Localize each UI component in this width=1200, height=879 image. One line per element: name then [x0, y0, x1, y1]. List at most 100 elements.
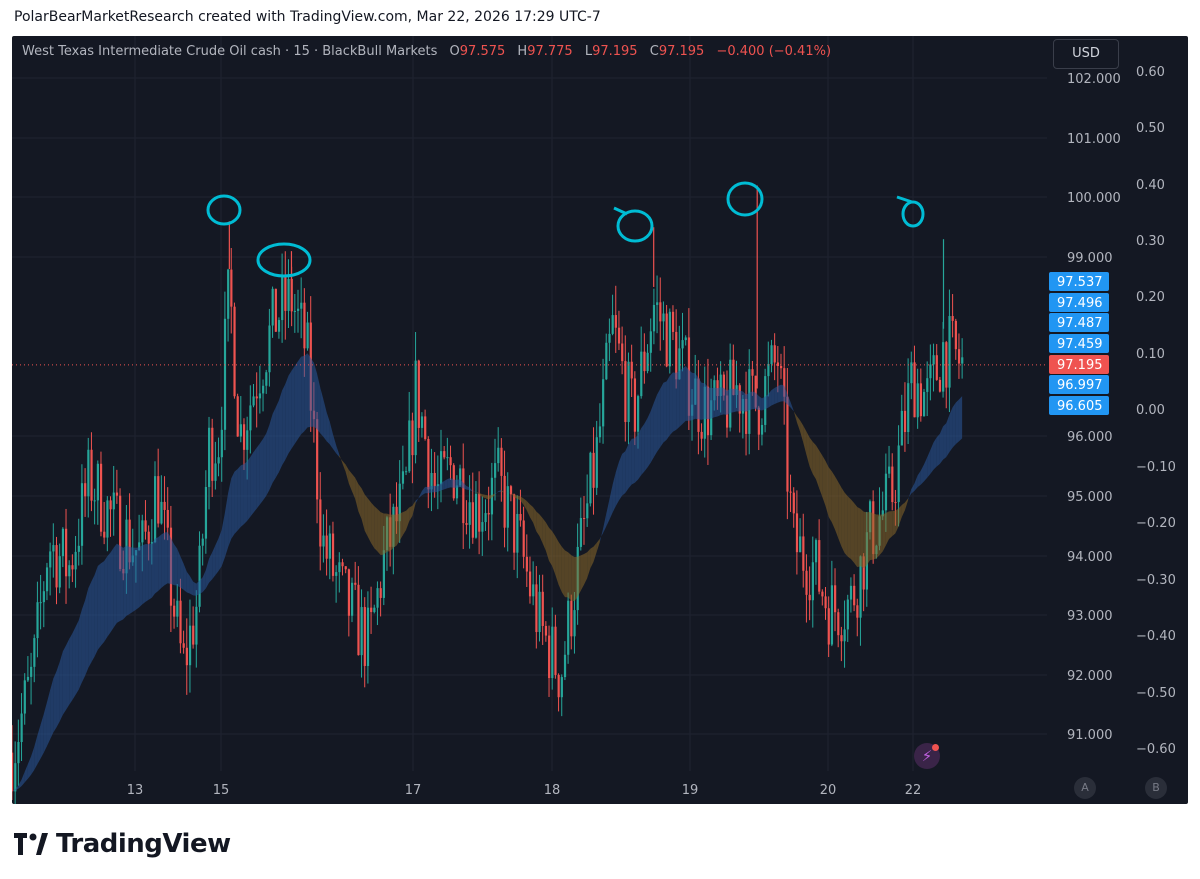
ma-ribbon-segment [936, 433, 940, 467]
ma-ribbon-segment [777, 384, 782, 403]
candle-body [354, 582, 357, 585]
candle-body [487, 513, 490, 515]
tradingview-logo: TradingView [14, 826, 231, 862]
candle-body [344, 566, 347, 570]
candle-body [74, 551, 77, 570]
candle-body [39, 602, 42, 604]
candle-body [147, 531, 150, 544]
ma-ribbon-segment [100, 561, 105, 646]
ma-ribbon-segment [123, 545, 127, 620]
ma-ribbon-segment [866, 511, 870, 566]
ma-ribbon-segment [18, 779, 22, 789]
tradingview-logo-icon [14, 833, 48, 855]
ma-ribbon-segment [504, 492, 508, 494]
chart-panel[interactable]: 102.000 101.000 100.000 99.000 96.000 95.000 9… [12, 36, 1188, 804]
candle-body [630, 361, 633, 379]
ma-ribbon-segment [800, 420, 804, 443]
candle-body [357, 584, 360, 656]
footer: TradingView [0, 804, 1200, 879]
ma-ribbon-segment [885, 511, 890, 546]
alert-lightning-icon[interactable]: ⚡ [914, 743, 940, 769]
ma-ribbon-segment [939, 426, 944, 464]
candle-body [23, 680, 26, 714]
ma-ribbon-segment [139, 545, 143, 608]
ma-ribbon-segment [809, 437, 813, 475]
price-chart[interactable]: 102.000 101.000 100.000 99.000 96.000 95.000 9… [12, 36, 1188, 804]
ma-ribbon-segment [520, 496, 524, 505]
ma-ribbon-segment [873, 513, 877, 560]
candle-body [614, 315, 617, 328]
symbol-name: West Texas Intermediate Crude Oil cash ·… [22, 44, 438, 59]
ma-ribbon-segment [425, 486, 429, 494]
candle-body [942, 342, 945, 392]
candle-body [195, 606, 198, 645]
candle-body [160, 501, 163, 524]
candle-body [700, 431, 703, 439]
b-scale-button[interactable]: B [1145, 777, 1167, 799]
ma-ribbon-segment [920, 464, 924, 485]
candle-body [586, 503, 589, 519]
candle-body [201, 538, 204, 546]
candle-body [45, 567, 49, 592]
ma-ribbon-segment [682, 365, 686, 424]
ma-ribbon-segment [367, 498, 372, 543]
candle-body [646, 352, 649, 372]
candle-body [503, 475, 506, 528]
ma-ribbon-segment [27, 756, 32, 779]
ma-ribbon-segment [587, 548, 591, 579]
ma-ribbon-segment [444, 479, 448, 490]
ma-ribbon-segment [282, 384, 286, 466]
candle-body [439, 451, 443, 485]
ma-ribbon-segment [323, 399, 327, 442]
peak-annotation-circle [206, 194, 242, 226]
ma-ribbon-segment [294, 361, 298, 444]
candle-body [322, 535, 325, 547]
ma-ribbon-segment [154, 537, 159, 594]
candle-body [922, 391, 926, 417]
candle-body [296, 308, 300, 311]
ma-ribbon-segment [768, 390, 772, 408]
currency-button[interactable]: USD [1053, 39, 1119, 69]
price-badge [1049, 396, 1109, 415]
ma-ribbon-segment [142, 544, 146, 605]
candle-body [582, 517, 586, 519]
candle-body [293, 310, 297, 312]
candle-body [560, 677, 563, 698]
ma-ribbon-segment [418, 490, 422, 499]
candle-body [258, 393, 262, 399]
ma-ribbon-segment [758, 396, 762, 411]
ma-ribbon-segment [15, 785, 19, 791]
ma-ribbon-segment [329, 421, 333, 449]
candle-body [80, 483, 84, 546]
candle-body [405, 471, 408, 473]
ma-ribbon-segment [421, 486, 426, 496]
candle-body [595, 437, 598, 488]
candle-body [894, 502, 897, 504]
percent-tick-label: −0.10 [1136, 460, 1176, 475]
candle-body [834, 585, 837, 613]
ma-ribbon-segment [434, 485, 438, 493]
candle-body [68, 565, 71, 577]
ma-ribbon-segment [898, 505, 902, 527]
ma-ribbon-segment [221, 512, 225, 567]
candle-body [938, 379, 942, 392]
percent-tick-label: −0.30 [1136, 573, 1176, 588]
ma-ribbon-segment [564, 550, 569, 598]
candle-body [99, 463, 103, 532]
ma-ribbon-segment [342, 460, 346, 472]
ma-ribbon-segment [43, 702, 47, 753]
ma-ribbon-segment [437, 483, 441, 492]
ma-ribbon-segment [943, 423, 947, 460]
ma-ribbon-segment [863, 511, 867, 569]
auto-scale-button[interactable]: A [1074, 777, 1096, 799]
candle-body [90, 449, 93, 501]
ma-ribbon-segment [120, 545, 124, 622]
candle-body [157, 476, 160, 524]
candle-body [223, 318, 227, 430]
candle-body [935, 355, 938, 380]
candle-body [150, 542, 154, 544]
candle-body [366, 607, 370, 666]
ma-ribbon-segment [145, 544, 149, 602]
ma-ribbon-segment [514, 494, 518, 499]
ma-ribbon-segment [850, 499, 855, 563]
